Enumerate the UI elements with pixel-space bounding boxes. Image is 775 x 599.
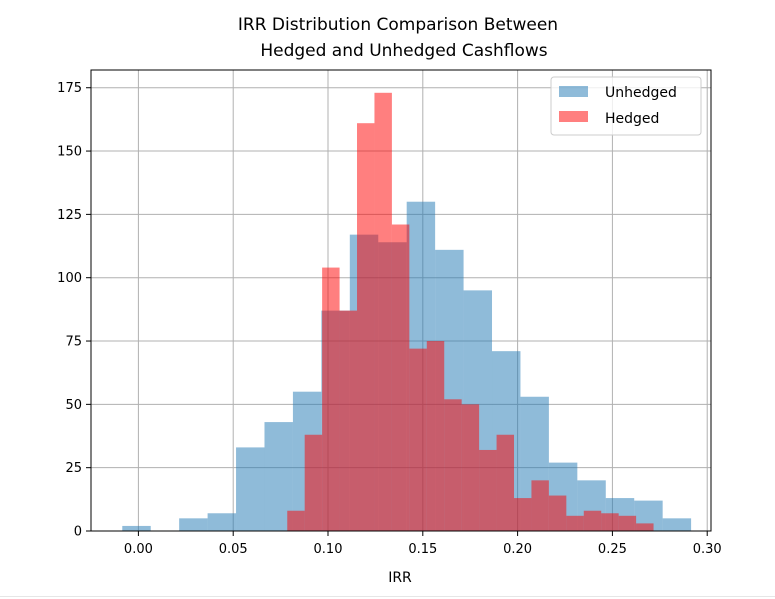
histogram-bar-hedged	[304, 434, 323, 531]
legend-box	[550, 76, 702, 136]
histogram-bar-hedged	[426, 341, 445, 531]
x-axis-ticks: 0.00 0.05 0.10 0.15 0.20 0.25 0.30	[124, 531, 722, 557]
histogram-bar-hedged	[618, 515, 637, 531]
histogram-bar-unhedged	[207, 513, 237, 531]
histogram-bar-hedged	[531, 480, 549, 531]
histogram-bar-hedged	[548, 495, 567, 531]
legend-label-unhedged: Unhedged	[605, 85, 677, 101]
x-tick-label: 0.30	[693, 542, 722, 557]
histogram-bar-unhedged	[236, 447, 265, 531]
y-tick-label: 75	[65, 335, 82, 350]
legend-swatch-unhedged	[559, 86, 588, 97]
chart-title-line-1: IRR Distribution Comparison Between	[238, 15, 558, 35]
chart-title: IRR Distribution Comparison Between Hedg…	[238, 15, 558, 61]
page-bottom-divider	[0, 596, 775, 597]
legend-swatch-hedged	[559, 111, 588, 122]
histogram-bar-hedged	[339, 310, 358, 531]
x-tick-label: 0.25	[598, 542, 627, 557]
y-tick-label: 0	[74, 525, 82, 540]
histogram-bar-hedged	[514, 498, 532, 531]
x-tick-label: 0.05	[219, 542, 248, 557]
plot-area-frame	[90, 69, 712, 532]
y-axis-ticks: 0 25 50 75 100 125 150 175	[57, 81, 91, 540]
x-axis-label: IRR	[388, 570, 412, 586]
legend-label-hedged: Hedged	[605, 111, 659, 127]
histogram-bar-hedged	[444, 399, 462, 531]
histogram-bar-hedged	[357, 123, 375, 531]
x-tick-label: 0.15	[408, 542, 437, 557]
histogram-bar-hedged	[601, 513, 619, 531]
x-tick-label: 0.20	[503, 542, 532, 557]
series-hedged	[287, 92, 654, 532]
histogram-bar-unhedged	[662, 518, 692, 531]
histogram-bar-hedged	[496, 434, 515, 531]
histogram-bar-hedged	[636, 523, 654, 531]
y-tick-label: 50	[65, 398, 82, 413]
histogram-bar-hedged	[566, 515, 584, 531]
histogram-bar-hedged	[409, 348, 427, 531]
histogram-bar-hedged	[374, 92, 392, 532]
histogram-bar-hedged	[322, 267, 340, 531]
y-tick-label: 125	[57, 208, 82, 223]
histogram-bar-hedged	[479, 449, 497, 531]
y-tick-label: 150	[57, 145, 82, 160]
x-tick-label: 0.00	[124, 542, 153, 557]
legend: Unhedged Hedged	[550, 76, 702, 136]
histogram-bar-hedged	[287, 510, 305, 531]
histogram-bar-unhedged	[179, 518, 208, 531]
y-tick-label: 100	[57, 271, 82, 286]
histogram-bar-hedged	[391, 224, 410, 531]
histogram-bar-unhedged	[122, 525, 151, 531]
histogram-bar-hedged	[461, 404, 480, 531]
y-tick-label: 25	[65, 461, 82, 476]
grid-lines	[91, 70, 711, 532]
y-tick-label: 175	[57, 81, 82, 96]
x-tick-label: 0.10	[314, 542, 343, 557]
histogram-bars	[122, 92, 692, 532]
histogram-bar-hedged	[583, 510, 602, 531]
chart-title-line-2: Hedged and Unhedged Cashflows	[260, 41, 547, 61]
